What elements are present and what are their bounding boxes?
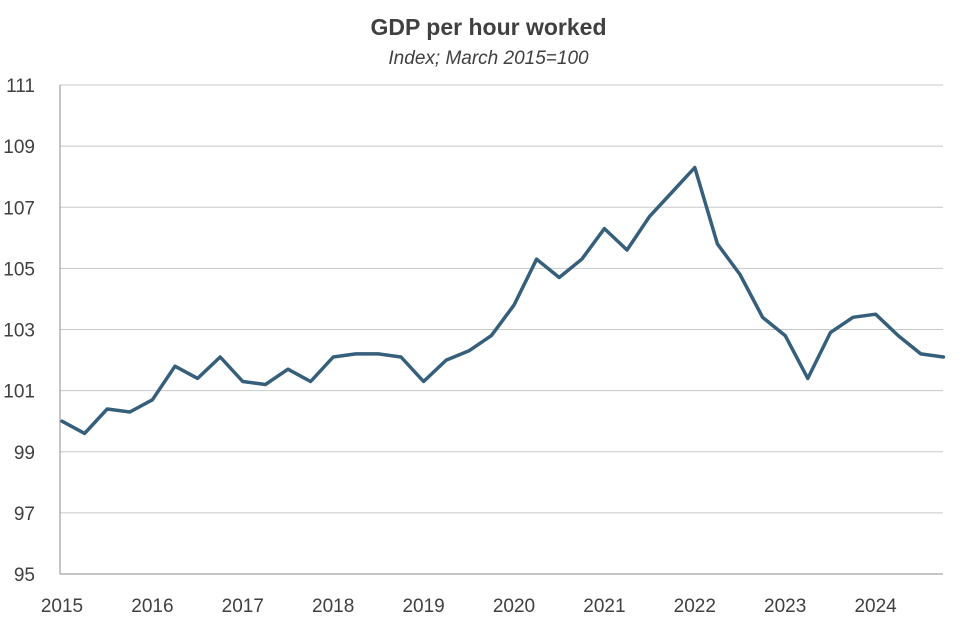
x-tick-label: 2022 [674,596,716,617]
x-tick-label: 2024 [854,596,897,617]
y-tick-label: 111 [6,76,35,97]
y-tick-labels: 95 97 99 101 103 105 107 109 111 [3,76,35,586]
x-tick-label: 2023 [764,596,806,617]
y-tick-label: 97 [14,504,35,525]
y-tick-label: 105 [3,259,35,280]
x-tick-labels: 2015 2016 2017 2018 2019 2020 2021 2022 2023 2024 [41,596,897,617]
y-tick-label: 103 [3,321,35,342]
series-line [60,165,946,436]
x-tick-label: 2017 [222,596,264,617]
gridlines [60,84,943,514]
y-tick-label: 107 [3,198,35,219]
series-group [60,165,946,436]
x-tick-label: 2018 [312,596,354,617]
x-tick-label: 2021 [583,596,625,617]
y-tick-label: 101 [3,382,35,403]
x-tick-label: 2015 [41,596,83,617]
y-tick-label: 109 [3,137,35,158]
x-tick-label: 2019 [402,596,444,617]
chart-subtitle: Index; March 2015=100 [388,48,589,69]
y-tick-label: 99 [14,443,35,464]
x-tick-label: 2020 [493,596,535,617]
y-tick-label: 95 [14,565,35,586]
axes [59,85,943,575]
chart-title: GDP per hour worked [370,14,607,40]
x-tick-label: 2016 [131,596,173,617]
